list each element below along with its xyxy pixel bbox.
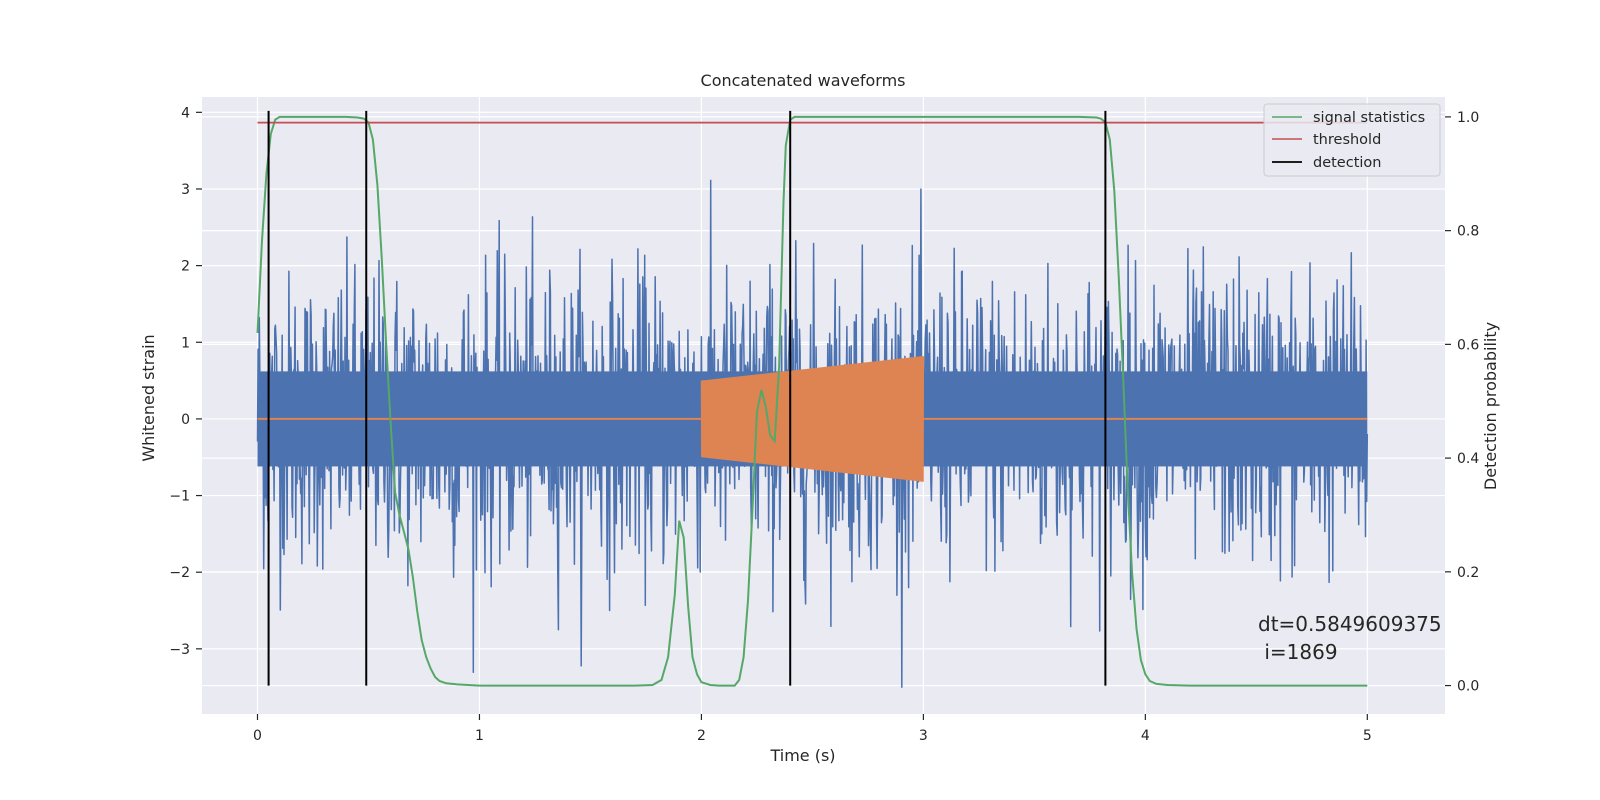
- legend-label-signal-statistics: signal statistics: [1313, 110, 1425, 126]
- chart-title: Concatenated waveforms: [701, 71, 906, 90]
- y2-tick-label: 1.0: [1457, 110, 1479, 126]
- annotation: dt=0.5849609375 i=1869: [1258, 612, 1442, 664]
- injection-chirp: [700, 356, 925, 482]
- legend-label-threshold: threshold: [1313, 132, 1381, 148]
- y2-axis-label: Detection probability: [1481, 322, 1500, 490]
- legend-label-detection: detection: [1313, 155, 1381, 171]
- y-tick-label: −1: [169, 489, 190, 505]
- axes: 0 1 2 3 4 5 −3 −2 −1 0 1 2 3 4 0.0 0.2 0.4 0.6 0.8 1.0: [169, 105, 1479, 744]
- y2-tick-label: 0.6: [1457, 337, 1479, 353]
- legend-frame: [1263, 103, 1441, 177]
- detection-overlay: [256, 110, 1368, 687]
- x-tick-label: 0: [253, 728, 262, 744]
- y-tick-label: 4: [181, 105, 190, 121]
- x-tick-label: 3: [919, 728, 928, 744]
- y-tick-label: 3: [181, 182, 190, 198]
- x-tick-label: 4: [1141, 728, 1150, 744]
- y-tick-label: 0: [181, 412, 190, 428]
- y-axis-label: Whitened strain: [139, 334, 158, 461]
- y2-tick-label: 0.2: [1457, 565, 1479, 581]
- legend: signal statistics threshold detection: [1263, 103, 1441, 177]
- y2-tick-label: 0.0: [1457, 679, 1479, 695]
- y-tick-label: 2: [181, 259, 190, 275]
- x-tick-label: 2: [697, 728, 706, 744]
- y-tick-label: 1: [181, 335, 190, 351]
- y-tick-label: −3: [169, 642, 190, 658]
- y2-tick-label: 0.8: [1457, 224, 1479, 240]
- y2-tick-label: 0.4: [1457, 451, 1479, 467]
- x-tick-label: 5: [1363, 728, 1372, 744]
- annotation-dt: dt=0.5849609375: [1258, 612, 1442, 636]
- x-tick-label: 1: [475, 728, 484, 744]
- annotation-index: i=1869: [1258, 640, 1338, 664]
- x-axis-label: Time (s): [769, 746, 835, 765]
- y-tick-label: −2: [169, 565, 190, 581]
- injected-waveform: [257, 356, 1368, 482]
- signal-statistics-line: [256, 115, 1368, 687]
